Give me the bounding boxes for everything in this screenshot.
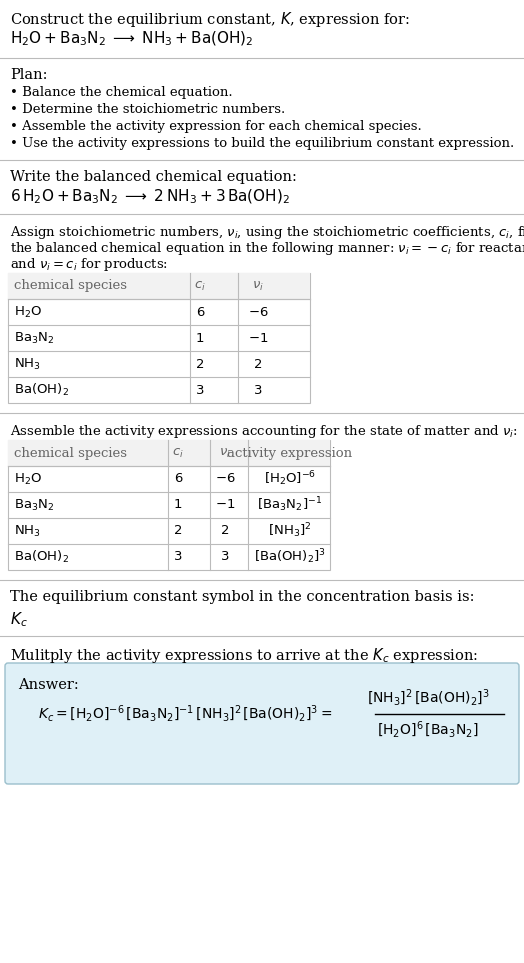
Text: 3: 3 (254, 383, 262, 397)
Text: • Determine the stoichiometric numbers.: • Determine the stoichiometric numbers. (10, 103, 285, 116)
Text: 3: 3 (221, 551, 230, 563)
Text: Construct the equilibrium constant, $K$, expression for:: Construct the equilibrium constant, $K$,… (10, 10, 410, 29)
FancyBboxPatch shape (5, 663, 519, 784)
Text: $\mathrm{H_2O}$: $\mathrm{H_2O}$ (14, 304, 42, 320)
Text: $[\mathrm{H_2O}]^6\,[\mathrm{Ba_3N_2}]$: $[\mathrm{H_2O}]^6\,[\mathrm{Ba_3N_2}]$ (377, 719, 479, 741)
Text: Assign stoichiometric numbers, $\nu_i$, using the stoichiometric coefficients, $: Assign stoichiometric numbers, $\nu_i$, … (10, 224, 524, 241)
Text: 6: 6 (174, 473, 182, 485)
Text: Plan:: Plan: (10, 68, 48, 82)
Text: $K_c = [\mathrm{H_2O}]^{-6}\,[\mathrm{Ba_3N_2}]^{-1}\,[\mathrm{NH_3}]^{2}\,[\mat: $K_c = [\mathrm{H_2O}]^{-6}\,[\mathrm{Ba… (38, 704, 332, 724)
Text: • Balance the chemical equation.: • Balance the chemical equation. (10, 86, 233, 99)
Text: $\nu_i$: $\nu_i$ (252, 279, 264, 293)
Text: $[\mathrm{Ba(OH)_2}]^{3}$: $[\mathrm{Ba(OH)_2}]^{3}$ (254, 548, 326, 566)
Text: $K_c$: $K_c$ (10, 610, 28, 629)
Text: • Use the activity expressions to build the equilibrium constant expression.: • Use the activity expressions to build … (10, 137, 514, 150)
Bar (8, 440, 330, 570)
Text: and $\nu_i = c_i$ for products:: and $\nu_i = c_i$ for products: (10, 256, 168, 273)
Text: Assemble the activity expressions accounting for the state of matter and $\nu_i$: Assemble the activity expressions accoun… (10, 423, 518, 440)
Text: $\mathrm{NH_3}$: $\mathrm{NH_3}$ (14, 524, 41, 538)
Text: 2: 2 (221, 525, 230, 537)
Bar (8, 273, 310, 403)
Text: $-1$: $-1$ (248, 331, 268, 345)
Text: 1: 1 (174, 499, 182, 511)
Text: 2: 2 (196, 357, 204, 371)
Text: $\mathrm{Ba_3N_2}$: $\mathrm{Ba_3N_2}$ (14, 498, 54, 512)
Text: The equilibrium constant symbol in the concentration basis is:: The equilibrium constant symbol in the c… (10, 590, 475, 604)
Text: • Assemble the activity expression for each chemical species.: • Assemble the activity expression for e… (10, 120, 422, 133)
Text: $[\mathrm{NH_3}]^{2}$: $[\mathrm{NH_3}]^{2}$ (268, 522, 312, 540)
Text: $\nu_i$: $\nu_i$ (219, 447, 231, 459)
Text: activity expression: activity expression (227, 447, 353, 459)
Text: $\mathrm{Ba_3N_2}$: $\mathrm{Ba_3N_2}$ (14, 330, 54, 346)
Text: 1: 1 (196, 331, 204, 345)
Text: $-6$: $-6$ (248, 305, 268, 319)
Text: $[\mathrm{NH_3}]^2\,[\mathrm{Ba(OH)_2}]^3$: $[\mathrm{NH_3}]^2\,[\mathrm{Ba(OH)_2}]^… (367, 688, 489, 708)
Text: $\mathrm{H_2O + Ba_3N_2 \;\longrightarrow\; NH_3 + Ba(OH)_2}$: $\mathrm{H_2O + Ba_3N_2 \;\longrightarro… (10, 30, 254, 48)
Text: $\mathrm{Ba(OH)_2}$: $\mathrm{Ba(OH)_2}$ (14, 382, 69, 398)
Text: 6: 6 (196, 305, 204, 319)
Text: Write the balanced chemical equation:: Write the balanced chemical equation: (10, 170, 297, 184)
Text: $\mathrm{H_2O}$: $\mathrm{H_2O}$ (14, 472, 42, 486)
Text: $c_i$: $c_i$ (194, 279, 206, 293)
Text: Mulitply the activity expressions to arrive at the $K_c$ expression:: Mulitply the activity expressions to arr… (10, 646, 478, 665)
Text: $\mathrm{Ba(OH)_2}$: $\mathrm{Ba(OH)_2}$ (14, 549, 69, 565)
Text: 3: 3 (174, 551, 182, 563)
Text: 3: 3 (196, 383, 204, 397)
Text: 2: 2 (254, 357, 262, 371)
Text: Answer:: Answer: (18, 678, 79, 692)
Text: $-1$: $-1$ (215, 499, 235, 511)
Text: chemical species: chemical species (14, 279, 127, 293)
Bar (8, 440, 330, 466)
Text: $\mathrm{6\,H_2O + Ba_3N_2 \;\longrightarrow\; 2\,NH_3 + 3\,Ba(OH)_2}$: $\mathrm{6\,H_2O + Ba_3N_2 \;\longrighta… (10, 188, 290, 206)
Text: $c_i$: $c_i$ (172, 447, 184, 459)
Text: chemical species: chemical species (14, 447, 127, 459)
Text: $[\mathrm{Ba_3N_2}]^{-1}$: $[\mathrm{Ba_3N_2}]^{-1}$ (257, 496, 323, 514)
Text: $[\mathrm{H_2O}]^{-6}$: $[\mathrm{H_2O}]^{-6}$ (264, 470, 316, 488)
Text: the balanced chemical equation in the following manner: $\nu_i = -c_i$ for react: the balanced chemical equation in the fo… (10, 240, 524, 257)
Text: 2: 2 (174, 525, 182, 537)
Text: $\mathrm{NH_3}$: $\mathrm{NH_3}$ (14, 356, 41, 372)
Bar (8, 273, 310, 299)
Text: $-6$: $-6$ (215, 473, 235, 485)
